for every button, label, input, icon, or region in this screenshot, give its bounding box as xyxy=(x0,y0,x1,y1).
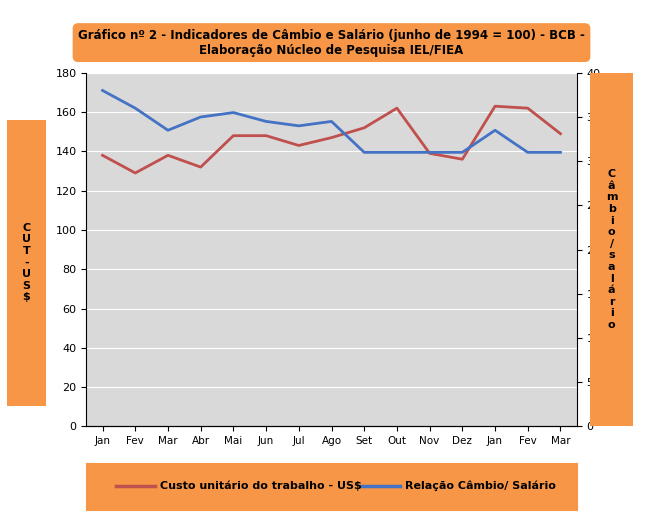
Text: Custo unitário do trabalho - US$: Custo unitário do trabalho - US$ xyxy=(160,481,361,491)
Text: C
â
m
b
i
o
/
s
a
l
á
r
i
o: C â m b i o / s a l á r i o xyxy=(606,169,617,330)
Text: Relação Câmbio/ Salário: Relação Câmbio/ Salário xyxy=(405,481,556,491)
Text: 2010: 2010 xyxy=(267,489,298,502)
Text: Gráfico nº 2 - Indicadores de Câmbio e Salário (junho de 1994 = 100) - BCB -
Ela: Gráfico nº 2 - Indicadores de Câmbio e S… xyxy=(78,29,585,57)
Text: 2011: 2011 xyxy=(495,489,527,502)
Text: C
U
T
-
U
S
$: C U T - U S $ xyxy=(22,223,31,303)
